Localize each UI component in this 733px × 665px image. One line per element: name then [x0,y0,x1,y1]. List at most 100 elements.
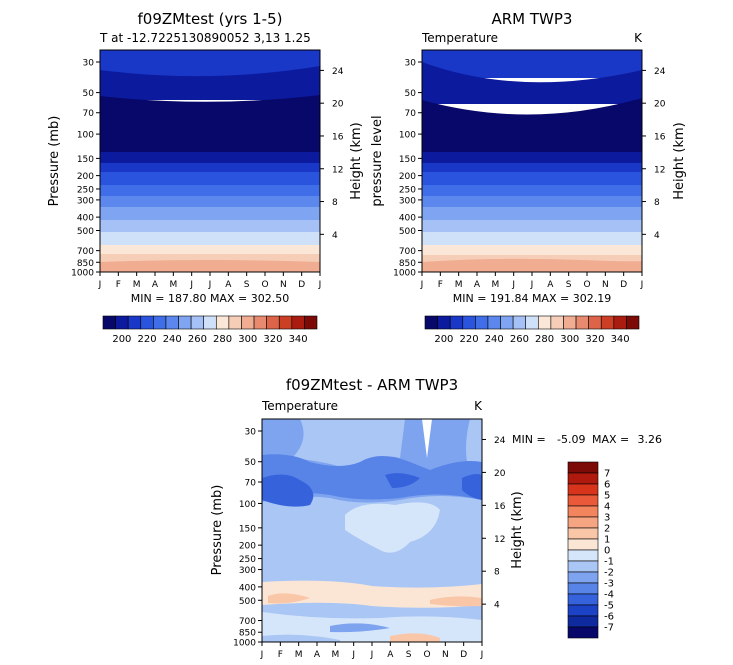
y-axis-label-right: Height (km) [349,122,364,199]
colorbar-swatch [215,315,230,330]
colorbar-swatch [203,315,217,330]
x-tick-label: M [295,650,303,660]
y-tick-label: 50 [405,89,417,99]
y2-tick-label: 4 [494,601,500,611]
y-axis-right: 24 20 16 12 8 4 [482,436,506,611]
x-tick-label: M [133,280,141,290]
y-tick-label: 850 [77,259,94,269]
plot-area [99,49,321,273]
panel-model: f09ZMtest (yrs 1-5) T at -12.72251308900… [47,10,364,345]
colorbar-label: 200 [112,334,131,345]
y-tick-label: 100 [239,500,256,510]
colorbar-swatch [291,315,305,330]
band-9 [422,207,642,221]
x-tick-label: J [480,650,484,660]
band-11 [100,232,320,246]
x-tick-label: O [583,280,590,290]
y-tick-label: 700 [239,617,256,627]
x-tick-label: M [331,650,339,660]
y-tick-label: 400 [399,214,416,224]
y2-tick-label: 4 [332,231,338,241]
x-tick-label: S [566,280,572,290]
colorbar-swatch [253,315,267,330]
x-tick-label: D [298,280,305,290]
x-tick-label: J [208,280,212,290]
colorbar-swatch [512,315,527,330]
region-bottom-warm-3 [430,596,482,607]
min-value: -5.09 [557,433,585,446]
band-10 [422,220,642,233]
x-tick-label: A [474,280,481,290]
y2-tick-label: 4 [654,231,660,241]
colorbar-label: -4 [604,590,614,601]
colorbar-label: 260 [510,334,529,345]
colorbar-swatch [567,560,599,573]
y-tick-label: 150 [77,155,94,165]
colorbar-label: -7 [604,623,614,634]
colorbar-swatch [626,315,640,330]
band-4 [422,152,642,164]
colorbar-label: 320 [585,334,604,345]
colorbar-swatch [140,315,154,330]
colorbar-swatch [525,315,539,330]
colorbar-swatch [102,315,116,330]
plot-area [421,49,643,273]
colorbar-label: 300 [238,334,257,345]
colorbar-swatch [500,315,514,330]
colorbar-swatch [178,315,192,330]
colorbar-label: 340 [611,334,630,345]
band-6 [100,172,320,186]
y-tick-label: 200 [399,172,416,182]
colorbar-swatch [228,315,242,330]
colorbar-swatch [437,315,451,330]
y-tick-label: 30 [405,59,417,69]
band-8 [100,196,320,208]
colorbar-swatch [304,315,318,330]
y-tick-label: 300 [77,196,94,206]
colorbar-swatch [567,505,599,518]
panel-right-string: K [474,399,483,413]
colorbar-label: 5 [604,491,610,502]
max-value: 3.26 [638,433,663,446]
colorbar-swatch [563,315,577,330]
region-bottom-warm-2 [268,593,310,604]
colorbar-swatch [567,538,599,551]
y2-tick-label: 24 [654,67,666,77]
band-14 [422,258,642,272]
y-tick-label: 1000 [233,639,256,649]
colorbar-swatch [462,315,476,330]
panel-left-string: Temperature [261,399,338,413]
colorbar-label: 0 [604,546,610,557]
x-tick-label: A [387,650,394,660]
min-label: MIN = [512,433,546,446]
band-13 [100,254,320,263]
region-bottom-warm-4 [390,633,440,642]
min-max-readout: MIN = 191.84 MAX = 302.19 [453,292,611,305]
colorbar-swatch [575,315,589,330]
band-14 [100,260,320,272]
x-tick-label: F [438,280,443,290]
x-tick-label: A [547,280,554,290]
x-tick-label: J [420,280,424,290]
x-tick-label: F [116,280,121,290]
band-6 [422,172,642,186]
y-axis-right: 24 20 16 12 8 4 [320,67,344,241]
x-tick-label: M [455,280,463,290]
x-tick-label: J [189,280,193,290]
x-tick-label: J [351,650,355,660]
y2-tick-label: 8 [332,198,338,208]
y2-tick-label: 12 [494,535,505,545]
y2-tick-label: 16 [654,132,666,142]
colorbar-label: 340 [289,334,308,345]
y-tick-label: 850 [239,629,256,639]
colorbar-label: 3 [604,513,610,524]
band-7 [100,185,320,197]
y-tick-label: 400 [77,214,94,224]
x-tick-label: O [261,280,268,290]
x-tick-label: J [318,280,322,290]
colorbar-swatch [241,315,255,330]
band-4 [100,152,320,164]
y-tick-label: 30 [245,428,257,438]
colorbar-label: 4 [604,502,610,513]
